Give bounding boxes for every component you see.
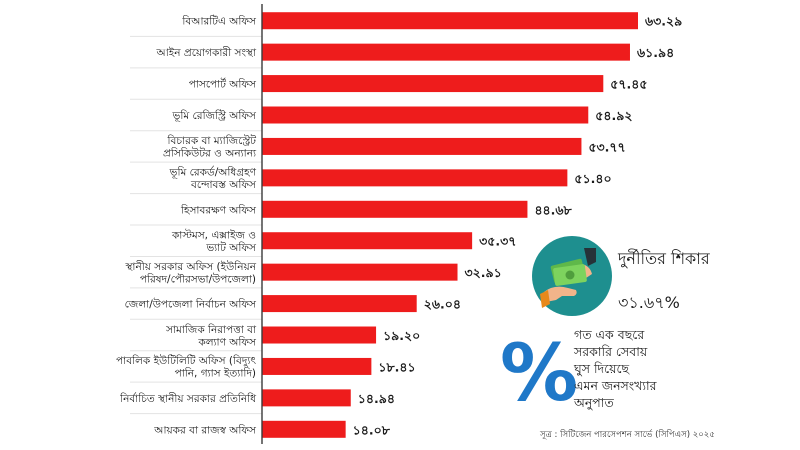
bar (262, 389, 351, 407)
category-label: বিআরটিএ অফিস (181, 15, 257, 28)
victim-percentage: ৩১.৬৭% (618, 293, 680, 312)
bar (262, 326, 377, 344)
bar (262, 43, 630, 61)
category-label: আইন প্রয়োগকারী সংস্থা (156, 46, 257, 59)
source-note: সূত্র : সিটিজেন পারসেপশন সার্ভে (সিপিএস)… (540, 430, 715, 440)
value-label: ৬৩.২৯ (645, 14, 682, 29)
value-label: ৫১.৪০ (574, 171, 611, 186)
value-label: ২৬.০৪ (424, 297, 461, 312)
category-label: ভূমি রেজিস্ট্রি অফিস (172, 109, 258, 122)
category-label: কাস্টমস, এক্সাইজ ও (171, 228, 256, 241)
bar (262, 75, 604, 93)
bribe-badge (532, 236, 612, 316)
category-label: প্রসিকিউটর ও অন্যান্য (163, 147, 257, 160)
bar (262, 137, 582, 155)
category-label: ভ্যাট অফিস (205, 241, 257, 254)
value-label: ১৯.২০ (383, 328, 420, 343)
category-label: বন্দোবস্ত অফিস (190, 178, 257, 191)
category-label: পাবলিক ইউটিলিটি অফিস (বিদ্যুৎ (116, 354, 256, 367)
category-label: পাসপোর্ট অফিস (189, 78, 257, 91)
value-label: ৪৪.৬৮ (534, 202, 572, 217)
value-label: ৬১.৯৪ (637, 45, 674, 60)
value-label: ৫৩.৭৭ (588, 139, 625, 154)
bribe-money-hands-icon (540, 248, 596, 308)
description-line: গত এক বছরে (574, 327, 645, 342)
value-label: ৫৪.৯২ (595, 108, 632, 123)
description-text: গত এক বছরে সরকারি সেবায় ঘুস দিয়েছে এমন… (574, 326, 714, 411)
value-label: ৩৫.৩৭ (479, 234, 516, 249)
value-label: ১৪.৯৪ (358, 391, 395, 406)
value-label: ৫৭.৪৫ (610, 77, 647, 92)
bar (262, 420, 346, 438)
description-line: সরকারি সেবায় (574, 344, 648, 359)
bar (262, 263, 458, 281)
category-label: হিসাবরক্ষণ অফিস (180, 203, 257, 216)
victim-title: দুর্নীতির শিকার (618, 249, 710, 268)
bar (262, 200, 528, 218)
value-label: ১৪.০৮ (353, 422, 391, 437)
category-label: ভূমি রেকর্ড/অধিগ্রহণ (169, 166, 257, 179)
category-label: স্থানীয় সরকার অফিস (ইউনিয়ন (124, 260, 256, 273)
category-label: কল্যাণ অফিস (197, 335, 257, 348)
bar (262, 357, 372, 375)
category-label: সামাজিক নিরাপত্তা বা (165, 323, 257, 336)
bar (262, 12, 638, 30)
description-line: ঘুস দিয়েছে (574, 361, 630, 376)
bar (262, 106, 589, 124)
bar (262, 295, 417, 313)
category-label: বিচারক বা ম্যাজিস্ট্রেট (167, 134, 258, 147)
description-line: এমন জনসংখ্যার (574, 378, 657, 393)
bar (262, 169, 568, 187)
category-label: পানি, গ্যাস ইত্যাদি) (175, 367, 256, 380)
bar (262, 232, 473, 250)
category-label: নির্বাচিত স্থানীয় সরকার প্রতিনিধি (119, 392, 257, 405)
description-line: অনুপাত (574, 395, 614, 410)
category-label: আয়কর বা রাজস্ব অফিস (153, 423, 257, 436)
category-label: জেলা/উপজেলা নির্বাচন অফিস (125, 298, 257, 311)
value-label: ৩২.৯১ (465, 265, 502, 280)
value-label: ১৮.৪১ (378, 359, 415, 374)
category-label: পরিষদ/পৌরসভা/উপজেলা) (140, 272, 256, 285)
percent-symbol: % (500, 329, 579, 419)
